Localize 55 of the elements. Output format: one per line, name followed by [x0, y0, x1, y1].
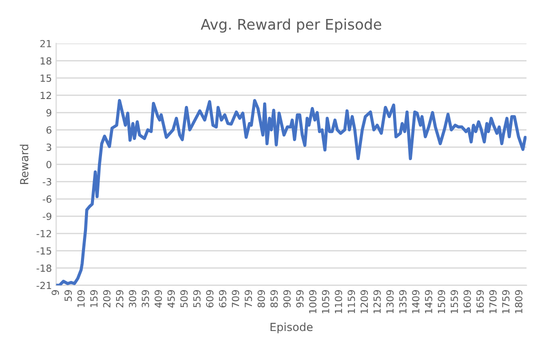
x-tick-label: 459: [167, 290, 175, 308]
x-tick-label: 1309: [386, 290, 394, 314]
x-tick-label: 209: [103, 290, 110, 308]
x-tick-label: 759: [244, 290, 252, 308]
x-tick-label: 1409: [412, 290, 420, 314]
y-tick-label: -12: [36, 230, 52, 238]
x-tick-label: 1459: [424, 290, 432, 314]
x-tick-label: 1659: [476, 290, 484, 314]
x-tick-label: 359: [142, 290, 150, 308]
x-tick-label: 1009: [309, 290, 316, 314]
x-tick-label: 159: [90, 290, 98, 307]
x-tick-label: 1709: [489, 290, 497, 314]
x-tick-label: 909: [283, 290, 291, 308]
x-tick-label: 1259: [373, 290, 381, 314]
x-tick-label: 59: [64, 290, 72, 302]
x-axis-title: Episode: [270, 322, 313, 334]
x-tick-label: 9: [52, 290, 59, 296]
x-tick-label: 859: [270, 290, 278, 308]
x-tick-label: 1509: [438, 290, 446, 314]
x-tick-label: 1209: [360, 290, 368, 314]
y-tick-label: -18: [36, 264, 52, 272]
y-tick-label: 3: [46, 144, 52, 151]
y-tick-label: 21: [40, 40, 52, 48]
x-tick-label: 1609: [464, 290, 471, 314]
chart-title: Avg. Reward per Episode: [200, 18, 382, 33]
y-tick-label: -9: [42, 212, 52, 220]
y-tick-label: 6: [46, 126, 52, 134]
y-axis-title: Reward: [20, 144, 28, 184]
x-tick-label: 1809: [515, 290, 522, 314]
y-tick-label: 0: [46, 160, 52, 168]
x-tick-label: 1109: [334, 290, 342, 314]
x-tick-label: 409: [154, 290, 162, 308]
x-tick-label: 309: [128, 290, 136, 308]
y-tick-label: 9: [46, 109, 52, 116]
y-tick-label: -6: [42, 195, 52, 203]
y-tick-label: -21: [36, 282, 52, 290]
x-tick-label: 709: [232, 290, 240, 308]
x-tick-label: 1559: [450, 290, 458, 314]
y-tick-label: -3: [42, 178, 52, 186]
x-tick-label: 509: [180, 290, 188, 308]
y-tick-label: 18: [40, 57, 52, 65]
x-tick-label: 259: [116, 290, 124, 308]
x-tick-label: 1159: [348, 290, 356, 314]
x-tick-label: 1359: [399, 290, 407, 314]
x-tick-label: 109: [77, 290, 85, 307]
x-tick-label: 809: [258, 290, 265, 308]
x-tick-label: 1059: [322, 290, 330, 314]
x-tick-label: 559: [193, 290, 201, 308]
x-tick-label: 959: [296, 290, 304, 308]
y-tick-label: 15: [40, 74, 52, 82]
x-tick-label: 1759: [502, 290, 510, 314]
y-tick-label: 12: [40, 92, 52, 99]
y-tick-label: -15: [36, 247, 52, 255]
x-tick-label: 659: [218, 290, 226, 308]
x-tick-label: 609: [206, 290, 214, 308]
